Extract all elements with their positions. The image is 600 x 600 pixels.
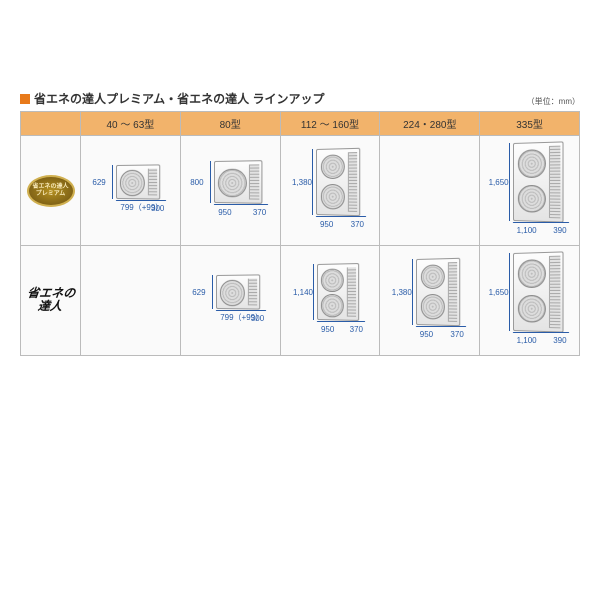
dim-width: 950	[320, 220, 333, 229]
col-header-1: 80型	[180, 112, 280, 136]
dim-width: 950	[218, 208, 231, 217]
ac-unit-figure: 1,380 950 370	[416, 259, 460, 325]
ac-unit-figure: 1,140 950 370	[317, 264, 359, 320]
badge-line1: 省エネの達人	[32, 184, 68, 191]
ac-unit-figure: 629 799（+99） 300	[216, 275, 260, 309]
dim-line-v	[412, 259, 413, 325]
cell-0-1: 800 950 370	[180, 136, 280, 246]
dim-line-v	[509, 143, 510, 221]
grille-icon	[348, 152, 358, 212]
row-label-premium: 省エネの達人 プレミアム	[21, 136, 81, 246]
dim-line-v	[112, 165, 113, 199]
ac-unit-icon	[416, 258, 460, 326]
dim-line-v	[312, 149, 313, 215]
row-label-standard: 省エネの達人	[21, 246, 81, 356]
table-body: 省エネの達人 プレミアム 629 799（+99） 300 800 950 37…	[21, 136, 580, 356]
dim-height: 629	[92, 165, 110, 199]
dim-line-v	[313, 264, 314, 320]
dim-width: 1,100	[517, 226, 537, 235]
dim-line-base	[415, 326, 466, 327]
dim-depth: 300	[251, 314, 264, 323]
unit-note: （単位：mm）	[527, 96, 580, 107]
ac-unit-icon	[316, 148, 360, 216]
cell-1-4: 1,650 1,100 390	[480, 246, 580, 356]
col-header-2: 112 ～ 160型	[280, 112, 380, 136]
dim-width: 1,100	[517, 336, 537, 345]
ac-unit-figure: 800 950 370	[214, 161, 262, 203]
standard-calligraphy-icon: 省エネの達人	[24, 287, 78, 313]
dim-depth: 370	[450, 330, 463, 339]
ac-unit-icon	[116, 164, 160, 199]
dim-line-v	[212, 275, 213, 309]
ac-unit-figure: 629 799（+99） 300	[116, 165, 160, 199]
ac-unit-figure: 1,380 950 370	[316, 149, 360, 215]
cell-0-4: 1,650 1,100 390	[480, 136, 580, 246]
grille-icon	[347, 267, 356, 317]
dim-line-base	[317, 321, 366, 322]
ac-unit-icon	[513, 251, 564, 332]
grille-icon	[549, 256, 560, 329]
dim-height: 1,140	[293, 264, 311, 320]
dim-depth: 370	[350, 325, 363, 334]
col-header-4: 335型	[480, 112, 580, 136]
ac-unit-icon	[214, 160, 262, 204]
header-row-models: 40 ～ 63型 80型 112 ～ 160型 224・280型 335型	[21, 112, 580, 136]
ac-unit-icon	[216, 274, 260, 309]
dim-height: 1,650	[489, 253, 507, 331]
dim-line-v	[210, 161, 211, 203]
dim-line-base	[216, 310, 267, 311]
cell-1-3: 1,380 950 370	[380, 246, 480, 356]
dim-depth: 390	[553, 226, 566, 235]
grille-icon	[148, 169, 158, 196]
dim-height: 629	[192, 275, 210, 309]
title-wrap: 省エネの達人プレミアム・省エネの達人 ラインアップ	[20, 90, 325, 107]
dim-height: 800	[190, 161, 208, 203]
cell-0-0: 629 799（+99） 300	[81, 136, 181, 246]
row-standard: 省エネの達人 629 799（+99） 300 1,140 950 370	[21, 246, 580, 356]
page-title: 省エネの達人プレミアム・省エネの達人 ラインアップ	[34, 90, 325, 107]
dim-height: 1,380	[392, 259, 410, 325]
ac-unit-figure: 1,650 1,100 390	[513, 143, 563, 221]
dim-height: 1,650	[489, 143, 507, 221]
ac-unit-figure: 1,650 1,100 390	[513, 253, 563, 331]
grille-icon	[447, 262, 457, 322]
col-header-3: 224・280型	[380, 112, 480, 136]
header-row: 省エネの達人プレミアム・省エネの達人 ラインアップ （単位：mm）	[20, 90, 580, 107]
header-blank	[21, 112, 81, 136]
dim-height: 1,380	[292, 149, 310, 215]
title-bullet	[20, 94, 30, 104]
dim-depth: 300	[151, 204, 164, 213]
cell-0-2: 1,380 950 370	[280, 136, 380, 246]
dim-depth: 370	[351, 220, 364, 229]
dim-line-v	[509, 253, 510, 331]
grille-icon	[249, 164, 259, 199]
dim-line-base	[512, 222, 569, 223]
col-header-0: 40 ～ 63型	[81, 112, 181, 136]
ac-unit-icon	[317, 263, 359, 321]
cell-0-3	[380, 136, 480, 246]
ac-unit-icon	[513, 141, 564, 222]
badge-line2: プレミアム	[36, 191, 66, 198]
dim-line-base	[214, 204, 269, 205]
grille-icon	[248, 279, 258, 306]
lineup-table: 40 ～ 63型 80型 112 ～ 160型 224・280型 335型 省エ…	[20, 111, 580, 356]
cell-1-1: 629 799（+99） 300	[180, 246, 280, 356]
premium-badge-icon: 省エネの達人 プレミアム	[27, 175, 75, 207]
cell-1-0	[81, 246, 181, 356]
dim-depth: 370	[253, 208, 266, 217]
cell-1-2: 1,140 950 370	[280, 246, 380, 356]
dim-line-base	[116, 200, 167, 201]
grille-icon	[549, 146, 560, 219]
dim-depth: 390	[553, 336, 566, 345]
dim-width: 950	[321, 325, 334, 334]
row-premium: 省エネの達人 プレミアム 629 799（+99） 300 800 950 37…	[21, 136, 580, 246]
dim-line-base	[316, 216, 367, 217]
dim-line-base	[512, 332, 569, 333]
dim-width: 950	[420, 330, 433, 339]
